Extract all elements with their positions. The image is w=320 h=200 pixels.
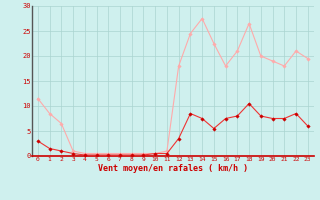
X-axis label: Vent moyen/en rafales ( km/h ): Vent moyen/en rafales ( km/h ) (98, 164, 248, 173)
